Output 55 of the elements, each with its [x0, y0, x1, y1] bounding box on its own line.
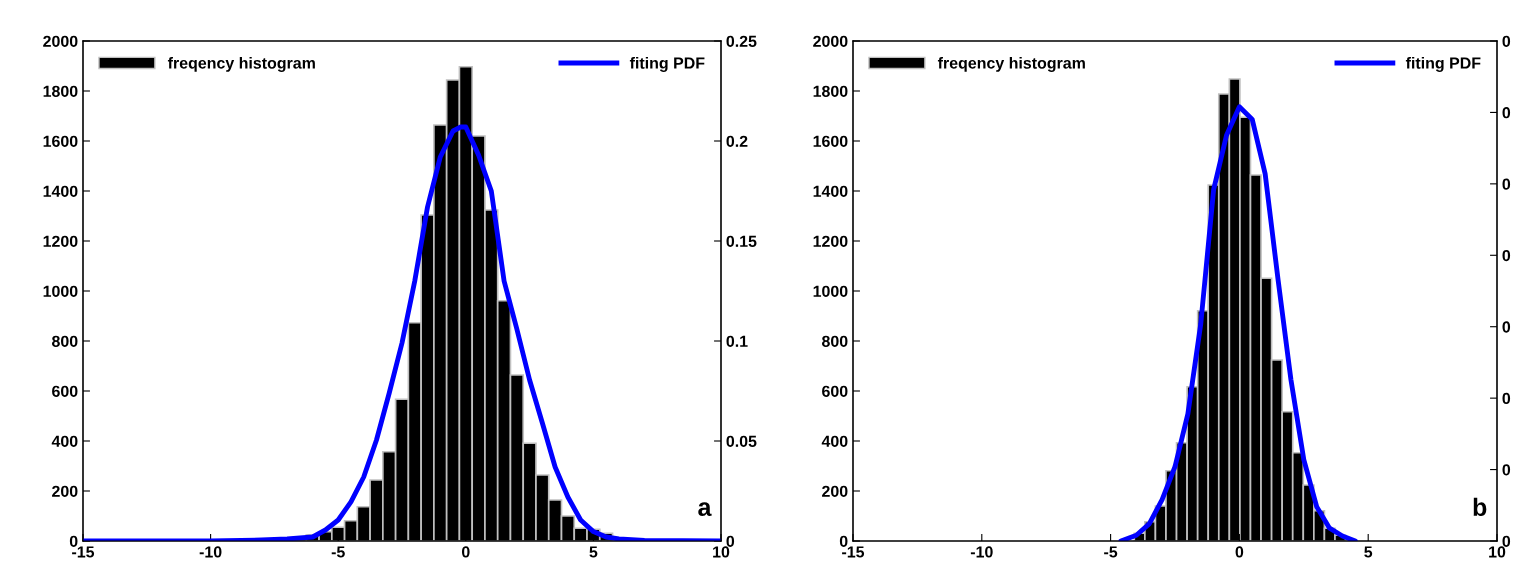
x-tick-label: 0 — [461, 546, 470, 558]
x-tick-label: 5 — [1364, 546, 1373, 558]
y-tick-label: 1600 — [813, 135, 848, 147]
y-tick-label: 200 — [52, 485, 78, 497]
y2-tick-label: 0 — [1502, 249, 1511, 262]
y-tick-label: 1600 — [43, 135, 78, 147]
y-tick-label: 600 — [52, 385, 78, 397]
y2-tick-label: 0 — [1502, 392, 1511, 405]
legend-label: fiting PDF — [629, 56, 705, 72]
x-tick-label: 10 — [713, 546, 730, 558]
y2-tick-label: 0 — [1502, 107, 1511, 119]
y2-tick-label: 0.2 — [726, 135, 748, 147]
y2-tick-label: 0.1 — [726, 335, 748, 347]
annotation: b — [1473, 497, 1487, 517]
legend-label: freqency histogram — [167, 56, 315, 72]
x-tick-label: -10 — [970, 546, 993, 558]
y2-tick-label: 0.05 — [726, 435, 757, 447]
legend-label: freqency histogram — [937, 56, 1085, 72]
y-tick-label: 200 — [822, 485, 848, 497]
y-tick-label: 1400 — [813, 185, 848, 197]
y-tick-label: 1400 — [43, 185, 78, 197]
y-tick-label: 1800 — [813, 85, 848, 97]
x-tick-label: -10 — [199, 546, 222, 558]
y2-tick-label: 0 — [1502, 321, 1511, 333]
y-tick-label: 1000 — [813, 285, 848, 297]
y2-tick-label: 0 — [1502, 35, 1511, 47]
y-tick-label: 1800 — [43, 85, 78, 97]
y-tick-label: 1200 — [43, 235, 78, 247]
y2-tick-label: 0.25 — [726, 35, 757, 47]
x-tick-label: -15 — [842, 546, 865, 558]
y-tick-label: 1000 — [43, 285, 78, 297]
x-tick-label: 10 — [1489, 546, 1506, 558]
y-tick-label: 0 — [839, 535, 848, 547]
y2-tick-label: 0.15 — [726, 235, 757, 247]
y-tick-label: 0 — [69, 535, 78, 547]
x-tick-label: 5 — [589, 546, 598, 558]
line-series — [1118, 104, 1358, 541]
x-tick-label: -15 — [72, 546, 95, 558]
y-tick-label: 400 — [51, 435, 78, 447]
x-tick-label: 0 — [1235, 546, 1244, 558]
legend-label: fiting PDF — [1405, 56, 1481, 72]
x-tick-label: -5 — [1104, 546, 1118, 558]
y2-tick-label: 0 — [1502, 535, 1511, 547]
x-tick-label: -5 — [331, 546, 345, 558]
y-tick-label: 600 — [822, 385, 848, 397]
y2-tick-label: 0 — [1502, 178, 1511, 190]
y-tick-label: 2000 — [813, 35, 848, 47]
y-tick-label: 1200 — [813, 235, 848, 247]
y-tick-label: 800 — [822, 335, 848, 347]
y-tick-label: 400 — [821, 435, 848, 447]
y-tick-label: 800 — [52, 335, 78, 347]
y2-tick-label: 0 — [726, 535, 735, 547]
y-tick-label: 2000 — [43, 35, 78, 47]
y2-tick-label: 0 — [1502, 464, 1511, 476]
annotation: a — [698, 502, 712, 517]
